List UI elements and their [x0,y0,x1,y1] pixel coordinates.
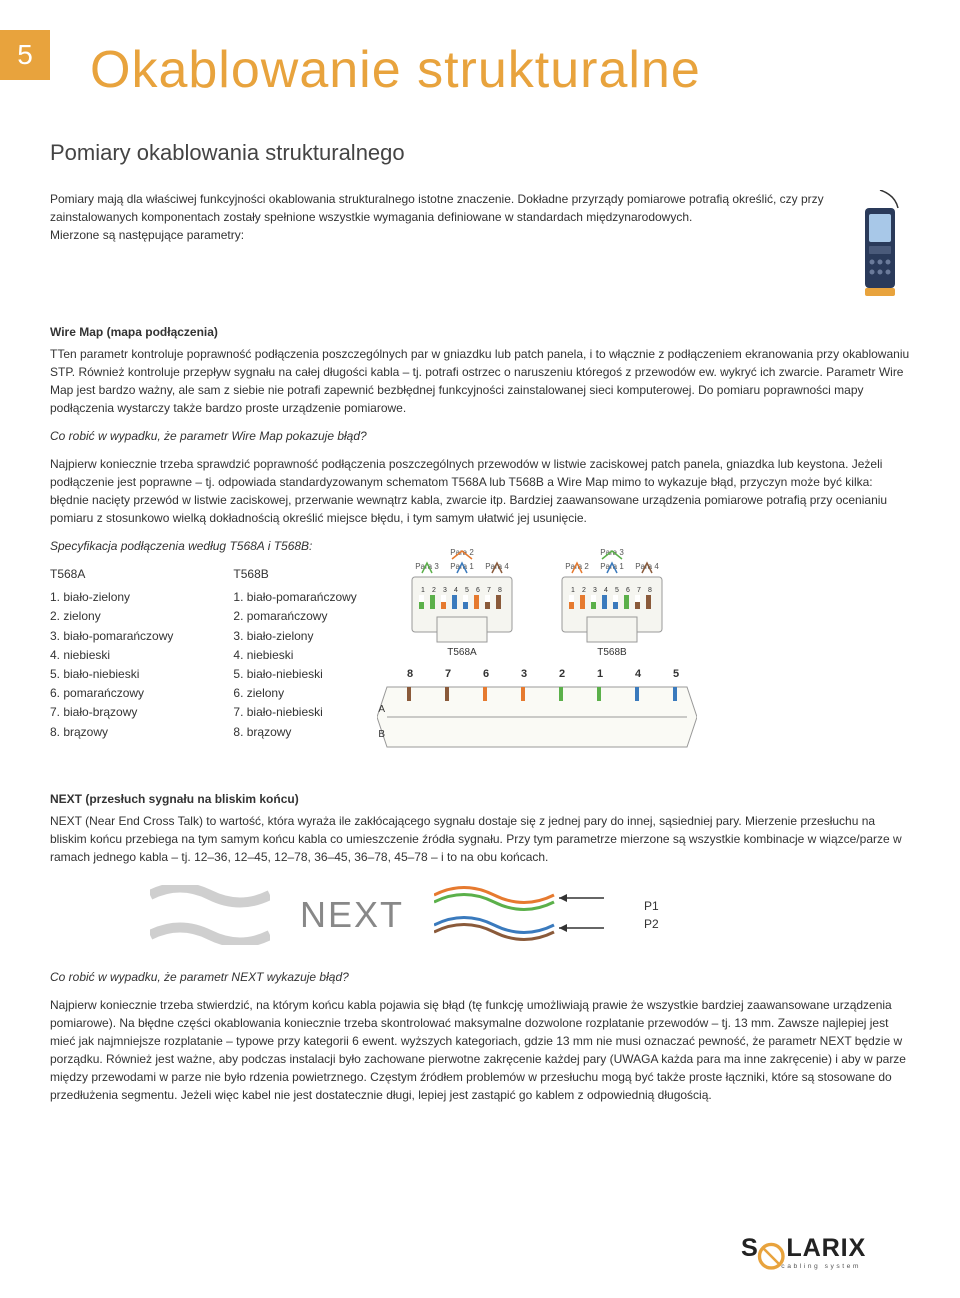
svg-text:6: 6 [483,668,489,680]
next-heading: NEXT (przesłuch sygnału na bliskim końcu… [50,792,910,806]
next-answer: Najpierw koniecznie trzeba stwierdzić, n… [50,996,910,1104]
svg-text:7: 7 [637,587,641,594]
page-subtitle: Pomiary okablowania strukturalnego [50,140,910,166]
svg-text:S: S [741,1234,759,1262]
list-item: 1. biało-pomarańczowy [233,588,356,607]
svg-text:4: 4 [635,668,642,680]
svg-text:Para 2: Para 2 [450,548,474,557]
page-number-tab: 5 [0,30,50,80]
next-p2-label: P2 [644,915,659,933]
spec-colA-list: 1. biało-zielony 2. zielony 3. biało-pom… [50,588,173,742]
svg-text:A: A [378,704,385,715]
svg-text:5: 5 [615,587,619,594]
svg-text:Para 3: Para 3 [600,548,624,557]
list-item: 8. brązowy [50,723,173,742]
list-item: 5. biało-niebieski [50,665,173,684]
spec-colA-title: T568A [50,565,173,584]
svg-text:5: 5 [465,587,469,594]
tester-device-illustration [850,190,910,305]
list-item: 6. zielony [233,684,356,703]
svg-text:5: 5 [673,668,679,680]
wiremap-question: Co robić w wypadku, że parametr Wire Map… [50,427,910,445]
next-diagram: NEXT P1 P2 [50,880,910,950]
list-item: 3. biało-zielony [233,627,356,646]
list-item: 2. pomarańczowy [233,607,356,626]
list-item: 7. biało-niebieski [233,703,356,722]
svg-text:1: 1 [597,668,603,680]
svg-text:T568B: T568B [597,647,627,658]
svg-text:1: 1 [571,587,575,594]
spec-heading: Specyfikacja podłączenia według T568A i … [50,537,357,555]
wiremap-heading: Wire Map (mapa podłączenia) [50,325,910,339]
svg-text:7: 7 [487,587,491,594]
svg-text:1: 1 [421,587,425,594]
svg-text:3: 3 [443,587,447,594]
svg-text:2: 2 [582,587,586,594]
list-item: 6. pomarańczowy [50,684,173,703]
list-item: 4. niebieski [50,646,173,665]
wiremap-answer: Najpierw koniecznie trzeba sprawdzić pop… [50,455,910,527]
list-item: 7. biało-brązowy [50,703,173,722]
next-question: Co robić w wypadku, że parametr NEXT wyk… [50,968,910,986]
spec-colB-list: 1. biało-pomarańczowy 2. pomarańczowy 3.… [233,588,356,742]
svg-text:cabling system: cabling system [781,1263,861,1270]
wiremap-body: TTen parametr kontroluje poprawność podł… [50,345,910,417]
list-item: 4. niebieski [233,646,356,665]
footer-logo: S LARIX cabling system [740,1231,910,1278]
svg-text:T568A: T568A [447,647,477,658]
svg-text:8: 8 [648,587,652,594]
list-item: 1. biało-zielony [50,588,173,607]
svg-text:2: 2 [559,668,565,680]
svg-text:3: 3 [521,668,527,680]
list-item: 8. brązowy [233,723,356,742]
svg-text:6: 6 [626,587,630,594]
connector-diagram: Para 2 Para 3 Para 1 Para 4 1234 5678 [377,537,910,772]
svg-text:8: 8 [407,668,413,680]
list-item: 2. zielony [50,607,173,626]
svg-text:8: 8 [498,587,502,594]
next-body: NEXT (Near End Cross Talk) to wartość, k… [50,812,910,866]
page-title: Okablowanie strukturalne [90,40,910,100]
svg-text:7: 7 [445,668,451,680]
intro-paragraph: Pomiary mają dla właściwej funkcyjności … [50,190,830,244]
svg-text:LARIX: LARIX [786,1234,866,1262]
svg-text:4: 4 [454,587,458,594]
list-item: 5. biało-niebieski [233,665,356,684]
next-p1-label: P1 [644,897,659,915]
spec-colB-title: T568B [233,565,356,584]
svg-text:2: 2 [432,587,436,594]
list-item: 3. biało-pomarańczowy [50,627,173,646]
svg-text:3: 3 [593,587,597,594]
svg-text:6: 6 [476,587,480,594]
svg-text:4: 4 [604,587,608,594]
svg-text:B: B [378,729,385,740]
next-label: NEXT [300,894,404,936]
